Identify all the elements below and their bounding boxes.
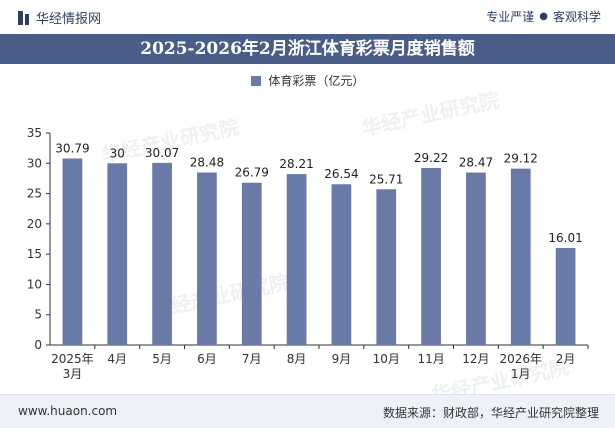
slogan-right: 客观科学 bbox=[552, 10, 601, 24]
y-tick-label: 20 bbox=[27, 217, 42, 231]
bar bbox=[197, 172, 217, 345]
x-tick-label: 4月 bbox=[107, 352, 127, 366]
data-label: 16.01 bbox=[548, 231, 582, 245]
bar bbox=[376, 189, 397, 345]
data-label: 28.48 bbox=[190, 155, 224, 169]
y-tick-label: 10 bbox=[27, 277, 42, 291]
slogan-separator: ● bbox=[539, 11, 548, 22]
slogan: 专业严谨 ● 客观科学 bbox=[486, 8, 601, 25]
x-tick-label: 1月 bbox=[511, 367, 531, 381]
bar bbox=[152, 162, 172, 345]
legend: 体育彩票（亿元） bbox=[0, 72, 615, 89]
x-tick-label: 2025年 bbox=[51, 352, 94, 366]
data-label: 28.21 bbox=[279, 157, 313, 171]
data-label: 29.12 bbox=[504, 152, 538, 166]
bar bbox=[555, 248, 576, 345]
x-tick-label: 2026年 bbox=[499, 352, 542, 366]
site-url: www.huaon.com bbox=[18, 404, 118, 418]
data-label: 26.54 bbox=[324, 167, 358, 181]
slogan-left: 专业严谨 bbox=[486, 10, 535, 24]
data-label: 30.79 bbox=[55, 142, 89, 156]
x-tick-label: 2月 bbox=[556, 352, 576, 366]
brand-name: 华经情报网 bbox=[36, 12, 102, 27]
bar bbox=[286, 174, 307, 345]
brand: 华经情报网 bbox=[18, 8, 101, 27]
bar bbox=[510, 168, 531, 345]
x-tick-label: 7月 bbox=[242, 352, 262, 366]
header-bar: 华经情报网 专业严谨 ● 客观科学 bbox=[0, 0, 615, 34]
x-tick-label: 11月 bbox=[417, 352, 444, 366]
data-label: 29.22 bbox=[414, 151, 448, 165]
data-source: 数据来源：财政部，华经产业研究院整理 bbox=[382, 406, 599, 420]
chart-title: 2025-2026年2月浙江体育彩票月度销售额 bbox=[0, 34, 615, 64]
x-tick-label: 6月 bbox=[197, 352, 217, 366]
y-tick-label: 5 bbox=[34, 308, 42, 322]
y-tick-label: 0 bbox=[34, 338, 42, 352]
x-tick-label: 3月 bbox=[63, 367, 83, 381]
bar bbox=[466, 172, 486, 345]
bar bbox=[331, 184, 352, 345]
y-tick-label: 15 bbox=[27, 247, 42, 261]
y-tick-label: 25 bbox=[27, 187, 42, 201]
data-label: 30.07 bbox=[145, 146, 179, 160]
bar bbox=[107, 163, 128, 345]
data-label: 28.47 bbox=[459, 156, 493, 170]
bar bbox=[421, 168, 441, 345]
x-tick-label: 5月 bbox=[152, 352, 172, 366]
bar bbox=[241, 182, 262, 345]
data-label: 25.71 bbox=[369, 172, 403, 186]
footer: www.huaon.com 数据来源：财政部，华经产业研究院整理 bbox=[0, 394, 615, 428]
legend-swatch bbox=[250, 76, 261, 86]
legend-label: 体育彩票（亿元） bbox=[268, 74, 365, 88]
x-tick-label: 10月 bbox=[373, 352, 400, 366]
x-tick-label: 9月 bbox=[332, 352, 352, 366]
data-label: 30 bbox=[110, 146, 125, 160]
y-tick-label: 30 bbox=[27, 156, 42, 170]
bar bbox=[62, 158, 83, 345]
data-label: 26.79 bbox=[235, 166, 269, 180]
logo-icon bbox=[18, 10, 30, 25]
x-tick-label: 8月 bbox=[287, 352, 307, 366]
y-tick-label: 35 bbox=[27, 126, 42, 140]
x-tick-label: 12月 bbox=[462, 352, 489, 366]
